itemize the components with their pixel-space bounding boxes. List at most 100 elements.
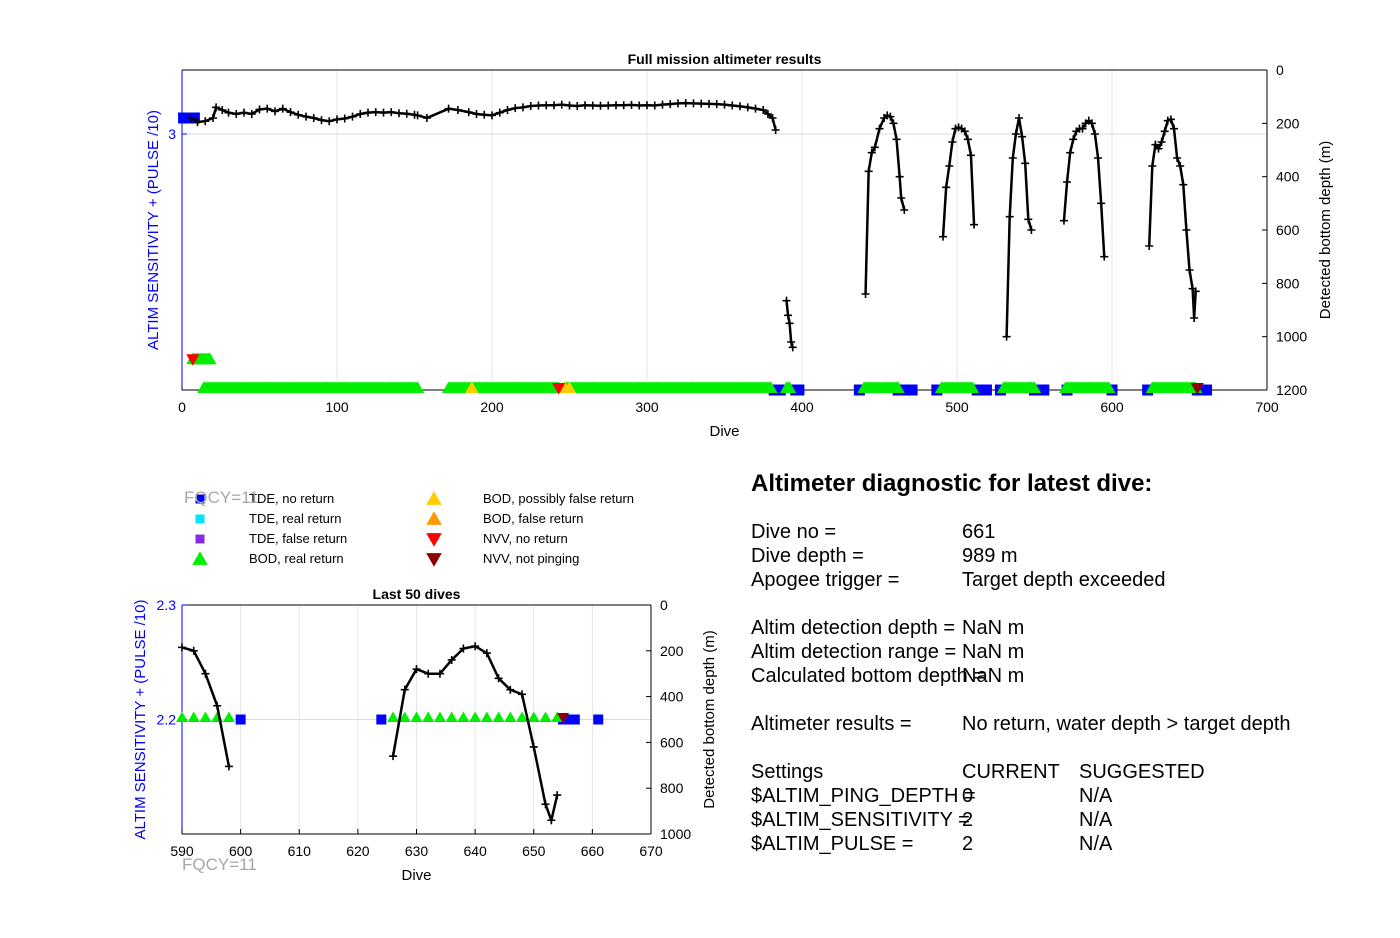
depth-point <box>553 791 562 800</box>
depth-point <box>453 106 462 114</box>
depth-point <box>788 343 797 352</box>
legend-label-nvv-not-pinging: NVV, not pinging <box>483 551 579 566</box>
diag-label-detection-range: Altim detection range = <box>751 641 957 663</box>
depth-point <box>674 99 682 108</box>
legend-label-tde-false-return: TDE, false return <box>249 531 347 546</box>
depth-point <box>263 104 272 113</box>
bod-real-return-marker <box>422 711 435 722</box>
x-axis-label: Dive <box>709 423 739 440</box>
depth-point <box>875 124 884 133</box>
depth-point <box>213 701 222 710</box>
depth-point <box>395 109 403 118</box>
depth-point <box>412 665 421 674</box>
nvv-no-return-marker <box>552 383 566 395</box>
plot-marks <box>178 99 1213 396</box>
depth-point <box>240 108 248 117</box>
depth-point <box>1066 148 1075 157</box>
depth-point <box>945 162 954 170</box>
depth-point <box>212 103 221 112</box>
depth-point <box>895 172 904 181</box>
diag-label-bottom-depth: Calculated bottom depth = <box>751 665 986 687</box>
diagnostic-title: Altimeter diagnostic for latest dive: <box>751 470 1153 497</box>
bod-real-return-marker <box>469 711 482 722</box>
depth-point <box>681 99 690 108</box>
bod-real-return-marker <box>504 711 517 722</box>
depth-point <box>400 685 409 694</box>
x-tick-label: 640 <box>463 843 487 859</box>
y-right-tick-label: 200 <box>1276 115 1300 131</box>
depth-point <box>488 111 496 120</box>
depth-point <box>444 104 453 113</box>
depth-point <box>413 111 422 120</box>
depth-point <box>1087 119 1096 128</box>
tde-no-return-marker <box>376 714 387 725</box>
bod-real-return-marker <box>516 711 529 722</box>
depth-point <box>861 290 870 298</box>
depth-point <box>557 100 566 109</box>
legend-marker-bod-false-return <box>426 511 442 525</box>
x-tick-label: 620 <box>346 843 370 859</box>
depth-point <box>379 108 388 117</box>
legend-marker-bod-possibly-false-return <box>426 491 442 505</box>
depth-point <box>506 685 515 694</box>
depth-point <box>340 114 349 123</box>
depth-line <box>391 644 559 825</box>
fqcy-label-bottom: FQCY=11 <box>182 855 257 874</box>
bod-real-return-marker <box>527 711 540 722</box>
depth-point <box>867 148 876 157</box>
bod-real-return-marker <box>891 381 905 393</box>
depth-point <box>371 108 380 117</box>
y-left-tick-label: 3 <box>168 126 176 142</box>
diag-value-bottom-depth: NaN m <box>962 665 1025 687</box>
depth-point <box>1145 242 1154 250</box>
depth-point <box>1059 216 1068 225</box>
depth-point <box>333 115 341 124</box>
depth-point <box>763 110 772 118</box>
depth-point <box>224 762 233 771</box>
diag-value-detection-depth: NaN m <box>962 617 1025 639</box>
y-left-axis-label: ALTIM SENSITIVITY + (PULSE /10) <box>132 600 149 840</box>
bod-real-return-marker <box>445 711 458 722</box>
depth-point <box>518 690 527 699</box>
depth-point <box>897 194 906 202</box>
diag-value-altimeter-results: No return, water depth > target depth <box>962 713 1291 735</box>
diag-value-detection-range: NaN m <box>962 641 1025 663</box>
diag-value-dive-no: 661 <box>962 521 996 543</box>
depth-point <box>541 800 550 809</box>
legend-label-tde-no-return: TDE, no return <box>249 491 334 506</box>
depth-point <box>519 103 527 112</box>
bod-real-return-marker <box>492 711 505 722</box>
depth-point <box>494 674 503 683</box>
tde-no-return-marker <box>906 384 918 396</box>
legend-marker-nvv-not-pinging <box>426 553 442 567</box>
tde-no-return-marker <box>235 714 246 725</box>
settings-header-current: CURRENT <box>962 761 1060 783</box>
depth-point <box>1179 180 1188 189</box>
tde-no-return-marker <box>774 384 786 396</box>
depth-point <box>666 100 675 109</box>
bod-real-return-marker <box>783 381 797 393</box>
depth-point <box>565 101 574 110</box>
diag-value-dive-depth: 989 m <box>962 545 1018 567</box>
y-left-axis-label: ALTIM SENSITIVITY + (PULSE /10) <box>145 110 162 350</box>
y-right-tick-label: 400 <box>1276 169 1300 185</box>
depth-point <box>387 108 396 117</box>
depth-point <box>1182 226 1191 234</box>
diag-label-altimeter-results: Altimeter results = <box>751 713 912 735</box>
y-right-tick-label: 0 <box>660 597 668 613</box>
depth-point <box>302 112 310 121</box>
depth-point <box>596 101 605 110</box>
x-tick-label: 700 <box>1255 399 1279 415</box>
depth-point <box>900 206 909 214</box>
chart-last_50: 590 600 610 620 630 640 650 660 670 2.2 2.3 0 200 400… <box>132 586 718 884</box>
depth-point <box>459 644 468 653</box>
bod-real-return-marker <box>187 711 200 722</box>
depth-point <box>309 114 318 122</box>
depth-point <box>1094 154 1103 162</box>
depth-point <box>966 151 975 160</box>
depth-point <box>1166 115 1175 124</box>
fqcy-label-top: FQCY=11 <box>184 488 259 507</box>
depth-point <box>864 167 873 176</box>
x-axis-label: Dive <box>401 867 431 884</box>
depth-point <box>534 101 543 110</box>
